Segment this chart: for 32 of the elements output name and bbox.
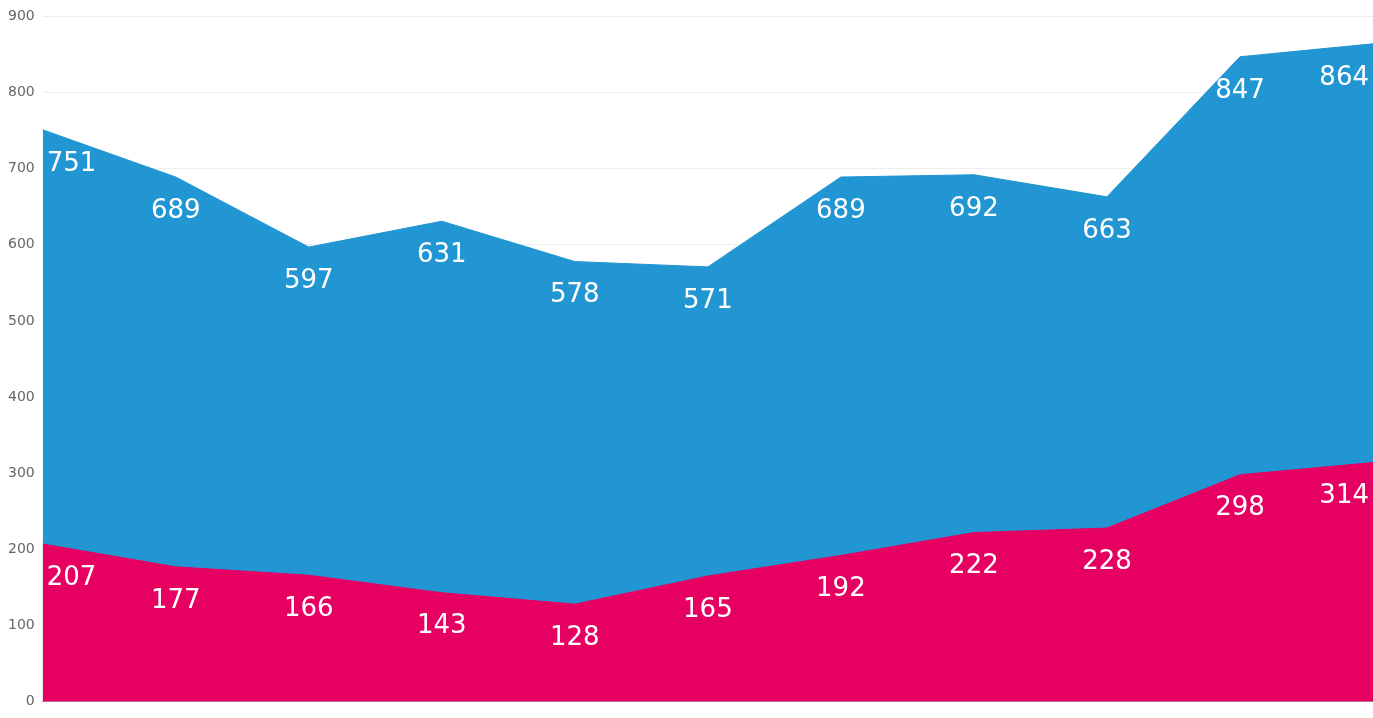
data-label: 847 bbox=[1215, 73, 1265, 104]
y-tick-label: 600 bbox=[7, 235, 35, 252]
y-tick-label: 100 bbox=[7, 616, 35, 633]
y-tick-label: 300 bbox=[7, 463, 35, 480]
data-label: 128 bbox=[550, 620, 600, 651]
data-label: 228 bbox=[1082, 544, 1132, 575]
y-tick-label: 0 bbox=[25, 692, 35, 709]
data-label: 571 bbox=[683, 283, 733, 314]
data-label: 689 bbox=[816, 193, 866, 224]
data-label: 692 bbox=[949, 191, 999, 222]
data-label: 192 bbox=[816, 572, 866, 603]
data-label: 177 bbox=[150, 583, 201, 614]
data-label: 207 bbox=[46, 560, 97, 591]
y-tick-label: 200 bbox=[7, 539, 35, 556]
y-tick-label: 500 bbox=[7, 311, 35, 328]
data-label: 314 bbox=[1319, 479, 1370, 510]
y-tick-label: 400 bbox=[7, 387, 35, 404]
data-label: 298 bbox=[1215, 491, 1265, 522]
data-label: 165 bbox=[683, 592, 733, 623]
data-label: 166 bbox=[283, 591, 334, 622]
data-label: 631 bbox=[416, 237, 467, 268]
data-label: 597 bbox=[283, 263, 334, 294]
data-label: 222 bbox=[949, 549, 999, 580]
data-label: 864 bbox=[1319, 60, 1370, 91]
data-label: 578 bbox=[550, 278, 600, 309]
y-tick-label: 700 bbox=[7, 159, 35, 176]
y-tick-label: 900 bbox=[7, 7, 35, 24]
data-label: 751 bbox=[46, 146, 97, 177]
data-label: 143 bbox=[416, 609, 467, 640]
y-tick-label: 800 bbox=[7, 83, 35, 100]
data-label: 663 bbox=[1082, 213, 1132, 244]
data-label: 689 bbox=[150, 193, 201, 224]
